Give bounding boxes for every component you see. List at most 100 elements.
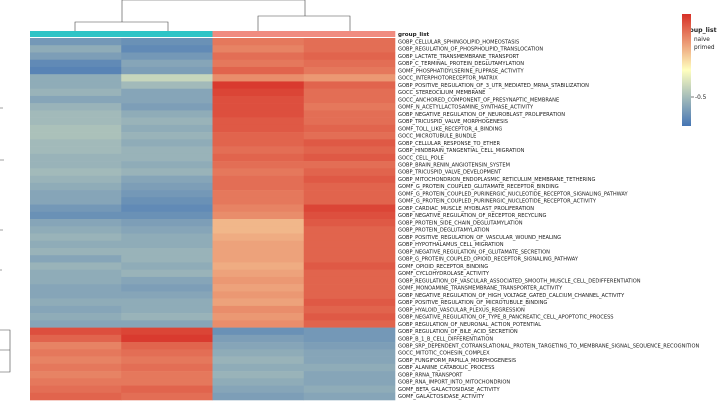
row-label: GOCC_INTERPHOTORECEPTOR_MATRIX: [398, 76, 498, 82]
heatmap-cell: [303, 175, 396, 184]
colorbar-tick-label: -0.5: [695, 95, 707, 101]
heatmap-cells: [30, 38, 396, 401]
row-label: GOBP_CELLULAR_SPHINGOLIPID_HOMEOSTASIS: [398, 39, 519, 45]
heatmap-cell: [303, 110, 396, 118]
heatmap-cell: [121, 226, 213, 234]
heatmap-cell: [212, 334, 305, 343]
heatmap-cell: [30, 59, 122, 68]
heatmap-cell: [212, 146, 305, 155]
heatmap-cell: [212, 182, 305, 191]
row-label: GOBP_FUNGIFORM_PAPILLA_MORPHOGENESIS: [398, 358, 516, 364]
heatmap-cell: [30, 168, 122, 176]
heatmap-cell: [212, 197, 305, 205]
heatmap-cell: [121, 161, 213, 169]
heatmap-cell: [121, 190, 213, 198]
col-dendro-right: [257, 15, 351, 31]
row-label: GOBP_HYPOTHALAMUS_CELL_MIGRATION: [398, 242, 504, 248]
heatmap-cell: [303, 45, 396, 53]
row-label: GOMF_GALACTOSIDASE_ACTIVITY: [398, 394, 485, 400]
heatmap-cell: [212, 45, 305, 53]
heatmap-cell: [30, 313, 122, 321]
heatmap-cell: [30, 269, 122, 278]
heatmap-cell: [303, 226, 396, 234]
heatmap-cell: [303, 378, 396, 386]
heatmap-cell: [303, 276, 396, 285]
heatmap-cell: [30, 117, 122, 126]
heatmap-cell: [121, 313, 213, 321]
heatmap-cell: [121, 45, 213, 53]
heatmap-cell: [212, 342, 305, 350]
heatmap-cell: [121, 356, 213, 365]
heatmap-cell: [303, 356, 396, 365]
row-label: GOBP_NEGATIVE_REGULATION_OF_HIGH_VOLTAGE…: [398, 293, 625, 299]
annotation-cell-naive: [30, 31, 122, 37]
heatmap-cell: [212, 371, 305, 379]
heatmap-cell: [303, 247, 396, 256]
heatmap-cell: [212, 132, 305, 140]
heatmap-cell: [212, 190, 305, 198]
heatmap-cell: [121, 269, 213, 278]
row-label: GOBP_NEGATIVE_REGULATION_OF_TYPE_B_PANCR…: [398, 315, 614, 321]
heatmap-cell: [30, 349, 122, 357]
heatmap-cell: [212, 66, 305, 75]
heatmap-cell: [212, 38, 305, 46]
heatmap-cell: [212, 247, 305, 256]
col-dendro-root: [121, 0, 306, 22]
heatmap-cell: [121, 305, 213, 314]
heatmap-cell: [121, 95, 213, 104]
heatmap-cell: [121, 392, 213, 401]
heatmap-cell: [212, 378, 305, 386]
heatmap-cell: [121, 197, 213, 205]
legend-label-naive: naive: [694, 37, 710, 43]
heatmap-cell: [212, 262, 305, 270]
heatmap-cell: [303, 211, 396, 220]
heatmap-cell: [212, 139, 305, 147]
heatmap-cell: [121, 233, 213, 242]
heatmap-cell: [30, 153, 122, 162]
heatmap-cell: [30, 305, 122, 314]
heatmap-cell: [121, 291, 213, 299]
row-label: GOBP_POSITIVE_REGULATION_OF_VASCULAR_WOU…: [398, 235, 561, 241]
heatmap-cell: [121, 139, 213, 147]
heatmap-cell: [30, 247, 122, 256]
heatmap-cell: [121, 59, 213, 68]
heatmap-cell: [121, 255, 213, 263]
heatmap-cell: [30, 255, 122, 263]
heatmap-cell: [30, 95, 122, 104]
heatmap-cell: [303, 334, 396, 343]
row-dendro-top: [0, 107, 4, 271]
heatmap-cell: [303, 392, 396, 401]
heatmap-cell: [303, 262, 396, 270]
heatmap-cell: [303, 59, 396, 68]
row-label: GOBP_TRICUSPID_VALVE_MORPHOGENESIS: [398, 119, 508, 125]
heatmap-cell: [303, 284, 396, 292]
row-labels: GOBP_CELLULAR_SPHINGOLIPID_HOMEOSTASIS GO…: [398, 39, 700, 400]
heatmap-cell: [303, 385, 396, 394]
heatmap-cell: [30, 124, 122, 133]
heatmap-cell: [303, 74, 396, 82]
heatmap-cell: [303, 305, 396, 314]
heatmap-cell: [121, 153, 213, 162]
heatmap-cell: [30, 103, 122, 111]
heatmap-cell: [212, 291, 305, 299]
heatmap-cell: [212, 356, 305, 365]
heatmap-cell: [30, 356, 122, 365]
heatmap-cell: [303, 161, 396, 169]
heatmap-cell: [212, 153, 305, 162]
heatmap-cell: [121, 168, 213, 176]
heatmap-cell: [303, 197, 396, 205]
row-label: GOBP_POSITIVE_REGULATION_OF_3_UTR_MEDIAT…: [398, 83, 589, 89]
heatmap-cell: [212, 161, 305, 169]
annotation-cell-primed: [212, 31, 305, 37]
row-label: GOCC_STEREOCILIUM_MEMBRANE: [398, 90, 485, 96]
heatmap-cell: [30, 88, 122, 97]
row-label: GOBP_CELLULAR_RESPONSE_TO_ETHER: [398, 141, 500, 147]
heatmap-cell: [303, 124, 396, 133]
heatmap-cell: [30, 334, 122, 343]
heatmap-cell: [212, 110, 305, 118]
heatmap-cell: [30, 291, 122, 299]
annotation-cell-naive: [121, 31, 213, 37]
heatmap-cell: [121, 38, 213, 46]
heatmap-cell: [30, 378, 122, 386]
heatmap-cell: [30, 327, 122, 336]
